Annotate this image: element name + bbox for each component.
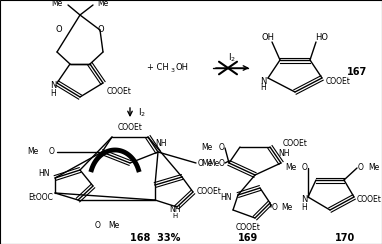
Text: H: H [301,203,307,212]
Text: O: O [56,24,62,33]
Text: EtOOC: EtOOC [28,193,53,202]
Text: Me: Me [27,148,38,156]
Text: O: O [219,143,225,152]
Text: Me: Me [52,0,63,8]
Text: H: H [172,213,178,219]
Text: O: O [219,159,225,167]
Text: Me: Me [97,0,108,8]
Text: O: O [49,148,55,156]
Text: N: N [260,77,266,85]
Text: O: O [198,159,204,167]
Text: COOEt: COOEt [357,195,382,204]
Text: NH: NH [169,205,181,214]
Text: COOEt: COOEt [283,139,308,148]
Text: 167: 167 [347,67,367,77]
Text: NH: NH [155,139,167,148]
Text: HN: HN [220,193,232,203]
Text: Me: Me [108,221,119,230]
Text: N: N [50,81,56,91]
Text: HN: HN [39,170,50,179]
Text: I$_2$: I$_2$ [138,107,146,119]
Text: H: H [50,89,56,98]
Text: O: O [272,203,278,212]
Text: 3: 3 [171,68,175,72]
Text: OH: OH [262,33,275,42]
Text: 168  33%: 168 33% [130,233,180,243]
Text: Me: Me [285,163,296,173]
Text: Me: Me [208,159,219,167]
Text: N: N [301,195,307,204]
Text: O: O [302,163,308,173]
Text: O: O [95,221,101,230]
Text: HO: HO [316,33,329,42]
Text: H: H [260,83,266,92]
Text: O: O [358,163,364,173]
Text: 170: 170 [335,233,355,243]
Text: Me: Me [202,159,213,167]
Text: Me: Me [368,163,379,173]
Text: COOEt: COOEt [118,123,142,132]
Text: NH: NH [278,149,290,157]
Text: COOEt: COOEt [197,187,222,196]
Text: I$_2$: I$_2$ [228,52,236,64]
Text: O: O [98,24,104,33]
Text: + CH: + CH [147,63,169,72]
Text: OH: OH [175,63,188,72]
Text: Me: Me [202,143,213,152]
Text: COOEt: COOEt [107,88,132,96]
Text: COOEt: COOEt [236,224,261,233]
Text: COOEt: COOEt [326,78,351,87]
Text: Me: Me [281,203,292,212]
Text: 169: 169 [238,233,258,243]
